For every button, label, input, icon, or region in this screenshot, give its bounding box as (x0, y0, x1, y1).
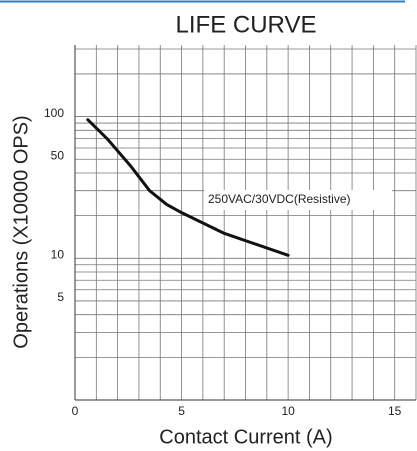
x-tick-label: 0 (72, 404, 79, 418)
x-tick-label: 10 (281, 404, 295, 418)
y-axis-label: Operations (X10000 OPS) (10, 115, 32, 348)
curve-label: 250VAC/30VDC(Resistive) (208, 192, 351, 206)
y-tick-label: 5 (57, 290, 64, 304)
chart-title: LIFE CURVE (176, 11, 317, 38)
x-tick-label: 5 (178, 404, 185, 418)
y-tick-label: 50 (51, 148, 65, 162)
y-tick-label: 10 (51, 247, 65, 261)
y-tick-label: 100 (44, 106, 64, 120)
label-background (204, 190, 392, 210)
x-axis-label: Contact Current (A) (159, 426, 332, 448)
life-curve (86, 118, 290, 257)
x-tick-label: 15 (388, 404, 402, 418)
